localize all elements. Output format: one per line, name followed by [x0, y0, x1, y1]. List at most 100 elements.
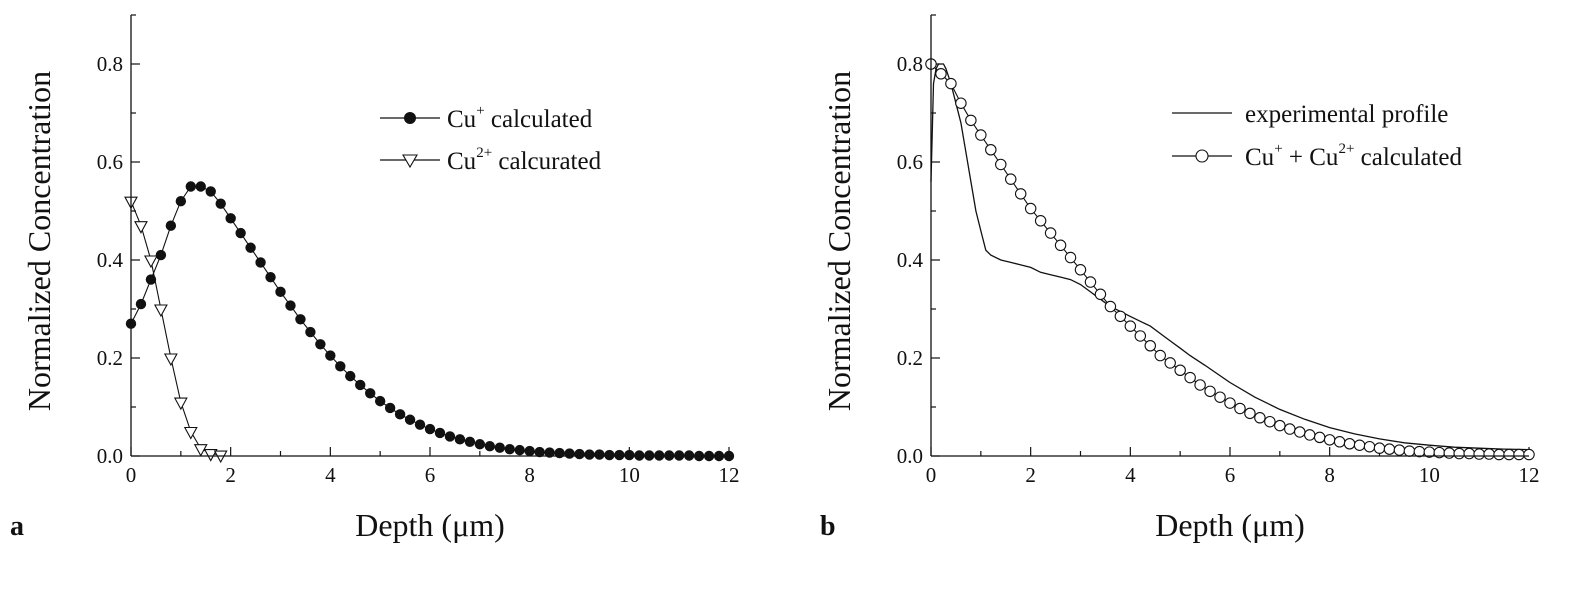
- data-point-cu-calculated: [404, 414, 416, 425]
- data-point-cu-calculated: [464, 436, 476, 447]
- data-point-cu-calculated: [175, 196, 187, 207]
- data-point-cu-cu2-calculated: [1164, 357, 1176, 369]
- data-point-cu-cu2-calculated: [1463, 447, 1475, 460]
- data-point-cu-cu2-calculated: [955, 97, 967, 109]
- data-point-cu-cu2-calculated: [1303, 429, 1316, 441]
- y-tick-label: 0.6: [897, 150, 923, 174]
- x-tick-label: 6: [425, 463, 436, 487]
- data-point-cu-cu2-calculated: [1363, 440, 1376, 453]
- data-point-cu-calculated: [374, 395, 386, 407]
- data-point-cu-cu2-calculated: [1264, 415, 1276, 428]
- data-point-cu-calculated: [305, 326, 316, 338]
- x-tick-label: 4: [1125, 463, 1136, 487]
- legend-label-base: Cu: [447, 148, 477, 175]
- x-tick-label: 8: [524, 463, 535, 487]
- data-point-cu-calculated: [225, 213, 236, 224]
- data-point-cu-calculated: [564, 448, 575, 459]
- data-point-cu-cu2-calculated: [1094, 288, 1107, 301]
- data-point-cu-cu2-calculated: [1383, 443, 1396, 455]
- data-point-cu2-calcurated: [163, 353, 178, 367]
- data-point-cu-calculated: [195, 181, 206, 192]
- data-point-cu-calculated: [394, 409, 406, 420]
- y-tick-label: 0.4: [97, 248, 124, 272]
- data-point-cu-calculated: [434, 427, 446, 439]
- x-tick-label: 2: [225, 463, 236, 487]
- x-tick-label: 4: [325, 463, 336, 487]
- y-tick-label: 0.8: [97, 52, 123, 76]
- data-point-cu-cu2-calculated: [1523, 448, 1535, 461]
- data-point-cu-calculated: [245, 242, 256, 253]
- data-point-cu-cu2-calculated: [1333, 436, 1346, 448]
- panel-b-x-axis-title: Depth (μm): [1155, 507, 1305, 543]
- data-point-cu-cu2-calculated: [1014, 188, 1027, 200]
- data-point-cu-cu2-calculated: [1024, 202, 1037, 215]
- data-point-cu2-calcurated: [183, 426, 198, 440]
- data-point-cu-cu2-calculated: [1313, 431, 1326, 444]
- panel-a-x-axis-title: Depth (μm): [355, 507, 505, 543]
- x-tick-label: 10: [1419, 463, 1440, 487]
- data-point-cu-calculated: [554, 447, 565, 459]
- data-point-cu-cu2-calculated: [1473, 448, 1485, 460]
- series-line-cu2-calcurated: [130, 200, 221, 456]
- data-point-cu-calculated: [544, 447, 555, 458]
- data-point-cu-cu2-calculated: [1493, 448, 1505, 461]
- data-point-cu-calculated: [414, 419, 426, 430]
- panel-a-y-ticks: 0.0 0.2 0.4 0.6 0.8: [97, 14, 140, 468]
- data-point-cu-cu2-calculated: [1503, 448, 1515, 461]
- panel-b-legend: experimental profile Cu+ + Cu2+ calculat…: [1172, 101, 1462, 171]
- legend-marker-open-circle: [1195, 149, 1209, 163]
- data-point-cu-cu2-calculated: [1184, 371, 1196, 384]
- data-point-cu-cu2-calculated: [1483, 448, 1495, 460]
- data-point-cu-cu2-calculated: [1373, 442, 1386, 454]
- y-tick-label: 0.2: [97, 346, 123, 370]
- data-point-cu-calculated: [534, 446, 545, 458]
- legend-label-cu-2plus: Cu2+ calcurated: [447, 145, 602, 175]
- data-point-cu2-calcurated: [153, 304, 168, 318]
- legend-label-mid: + Cu: [1283, 144, 1339, 171]
- x-tick-label: 12: [719, 463, 740, 487]
- data-point-cu-cu2-calculated: [1513, 448, 1525, 461]
- y-tick-label: 0.6: [97, 150, 123, 174]
- data-point-cu2-calcurated: [193, 444, 208, 457]
- legend-label-tail: calculated: [1354, 144, 1462, 171]
- data-point-cu-calculated: [265, 271, 276, 283]
- data-point-cu-calculated: [504, 443, 515, 455]
- data-point-cu-calculated: [155, 249, 167, 261]
- data-point-cu-cu2-calculated: [1254, 412, 1266, 424]
- data-point-cu-calculated: [135, 298, 147, 310]
- panel-b-letter: b: [820, 511, 836, 542]
- data-point-cu-cu2-calculated: [1194, 379, 1206, 391]
- legend-label-tail: calculated: [485, 106, 593, 133]
- data-point-cu-cu2-calculated: [1234, 402, 1246, 415]
- data-point-cu-cu2-calculated: [1214, 391, 1226, 403]
- data-point-cu-cu2-calculated: [1154, 349, 1166, 362]
- data-point-cu-calculated: [614, 449, 625, 461]
- data-point-cu-cu2-calculated: [945, 77, 957, 90]
- panel-b-y-axis-title: Normalized Concentration: [821, 71, 857, 411]
- data-point-cu-calculated: [255, 257, 266, 268]
- data-point-cu-calculated: [205, 186, 216, 197]
- y-tick-label: 0.4: [897, 248, 924, 272]
- x-tick-label: 6: [1225, 463, 1236, 487]
- data-point-cu-calculated: [494, 442, 505, 453]
- data-point-cu-calculated: [215, 198, 226, 209]
- data-point-cu-calculated: [325, 350, 336, 361]
- y-tick-label: 0.8: [897, 52, 923, 76]
- data-point-cu-calculated: [514, 444, 525, 456]
- data-point-cu-calculated: [624, 449, 635, 461]
- data-point-cu-cu2-calculated: [1034, 215, 1047, 227]
- data-point-cu-calculated: [275, 286, 286, 298]
- data-point-cu-cu2-calculated: [1393, 444, 1406, 456]
- data-point-cu-calculated: [295, 314, 306, 325]
- panel-b-series: [925, 58, 1535, 461]
- data-point-cu-cu2-calculated: [1323, 434, 1336, 446]
- data-point-cu2-calcurated: [144, 255, 158, 269]
- data-point-cu-calculated: [355, 379, 366, 391]
- data-point-cu-cu2-calculated: [1044, 227, 1057, 239]
- panel-a-series: [124, 181, 735, 464]
- data-point-cu-cu2-calculated: [1294, 426, 1306, 438]
- data-point-cu-cu2-calculated: [1284, 423, 1296, 435]
- legend-item-calculated-sum: Cu+ + Cu2+ calculated: [1172, 141, 1462, 171]
- x-tick-label: 0: [126, 463, 137, 487]
- data-point-cu-cu2-calculated: [1104, 300, 1117, 313]
